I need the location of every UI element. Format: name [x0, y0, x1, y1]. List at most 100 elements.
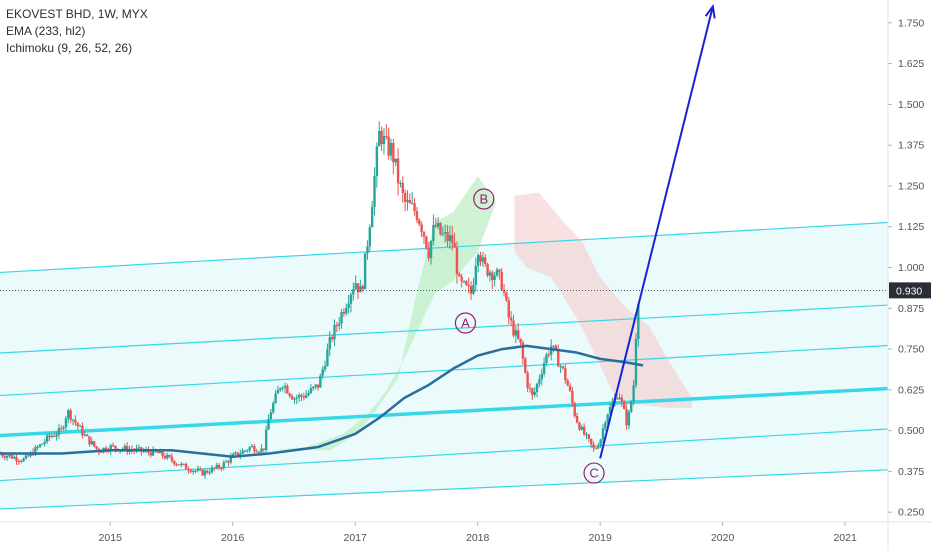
candle-body — [88, 436, 91, 445]
candle-body — [220, 468, 223, 470]
candle-body — [213, 467, 216, 469]
candle-body — [203, 470, 207, 476]
candle-body — [15, 456, 18, 461]
candle-body — [533, 391, 536, 395]
candle-body — [276, 389, 280, 394]
candle-body — [568, 385, 572, 391]
candle-body — [10, 454, 13, 459]
candle-body — [580, 426, 583, 430]
wave-label-circle[interactable] — [583, 462, 605, 484]
candle-body — [125, 445, 129, 452]
candle-body — [458, 274, 461, 277]
candle-body — [142, 451, 145, 453]
projection-arrow[interactable] — [599, 6, 714, 459]
candle-body — [441, 233, 445, 235]
candle-body — [305, 395, 308, 398]
candle-body — [231, 454, 235, 457]
candle-body — [514, 330, 518, 336]
candle-body — [493, 275, 496, 281]
candle-body — [227, 461, 230, 463]
candle-body — [557, 350, 560, 367]
candle-body — [498, 269, 501, 272]
candle-body — [500, 271, 503, 290]
candle-body — [295, 397, 298, 399]
candle-body — [250, 446, 254, 448]
candle-body — [606, 414, 609, 423]
channel-line[interactable] — [0, 428, 889, 482]
candle-body — [326, 349, 329, 367]
candle-body — [27, 455, 30, 457]
y-tick-label: 1.750 — [898, 17, 924, 29]
candle-body — [24, 455, 28, 459]
candle-body — [592, 444, 595, 449]
candle-body — [161, 450, 164, 457]
candle-body — [486, 263, 489, 276]
candle-body — [239, 453, 242, 456]
candle-body — [526, 372, 529, 388]
last-price-badge[interactable] — [889, 282, 931, 299]
candle-body — [175, 464, 178, 466]
y-tick-label: 0.750 — [898, 344, 924, 356]
candle-body — [314, 384, 317, 387]
candle-body — [406, 200, 409, 202]
candle-body — [575, 415, 579, 423]
channel-line[interactable] — [0, 304, 889, 354]
candle-body — [420, 224, 423, 232]
candle-body — [255, 451, 258, 453]
candle-body — [632, 385, 635, 402]
candle-body — [8, 454, 11, 456]
candle-body — [182, 463, 185, 465]
candle-body — [375, 146, 379, 177]
candle-body — [177, 464, 181, 466]
candle-body — [453, 242, 456, 248]
candle-body — [488, 272, 492, 276]
candle-body — [559, 366, 562, 368]
symbol-title[interactable]: EKOVEST BHD, 1W, MYX — [6, 7, 148, 21]
y-tick-label: 1.625 — [898, 58, 924, 70]
candle-body — [549, 346, 553, 355]
candle-body — [262, 448, 266, 450]
channel-line[interactable] — [0, 221, 889, 274]
candle-body — [50, 436, 54, 438]
channel-line[interactable] — [0, 469, 889, 510]
candle-body — [564, 368, 567, 381]
candle-body — [323, 366, 327, 370]
candle-body — [283, 385, 287, 388]
candle-body — [625, 409, 628, 426]
channel-line[interactable] — [0, 344, 889, 397]
candle-body — [253, 446, 256, 452]
y-tick-label: 1.125 — [898, 221, 924, 233]
candle-body — [472, 284, 475, 294]
ema-indicator-label[interactable]: EMA (233, hl2) — [6, 24, 86, 38]
candle-body — [505, 292, 508, 301]
candle-body — [17, 460, 21, 462]
channel-midline[interactable] — [0, 386, 889, 438]
candle-body — [637, 304, 640, 339]
y-tick-label: 0.250 — [898, 507, 924, 519]
candle-body — [297, 394, 301, 398]
candle-body — [378, 130, 381, 147]
candle-body — [189, 470, 192, 472]
candle-body — [264, 429, 268, 450]
candle-body — [217, 464, 221, 469]
candle-body — [495, 269, 499, 276]
candle-body — [582, 426, 586, 435]
candle-body — [151, 449, 155, 456]
wave-label-circle[interactable] — [473, 188, 495, 210]
candle-body — [479, 255, 482, 262]
x-tick-label: 2019 — [588, 532, 612, 544]
candle-body — [345, 308, 348, 314]
candle-body — [516, 330, 520, 339]
candle-body — [156, 451, 160, 454]
candle-body — [267, 419, 270, 430]
candle-body — [12, 456, 16, 459]
candle-body — [408, 200, 412, 204]
candle-body — [340, 312, 343, 324]
candle-body — [180, 463, 183, 466]
candle-body — [519, 338, 522, 343]
ema-line[interactable] — [0, 344, 644, 458]
ichimoku-indicator-label[interactable]: Ichimoku (9, 26, 52, 26) — [6, 41, 133, 55]
candle-body — [90, 441, 94, 445]
wave-label-circle[interactable] — [454, 312, 477, 334]
